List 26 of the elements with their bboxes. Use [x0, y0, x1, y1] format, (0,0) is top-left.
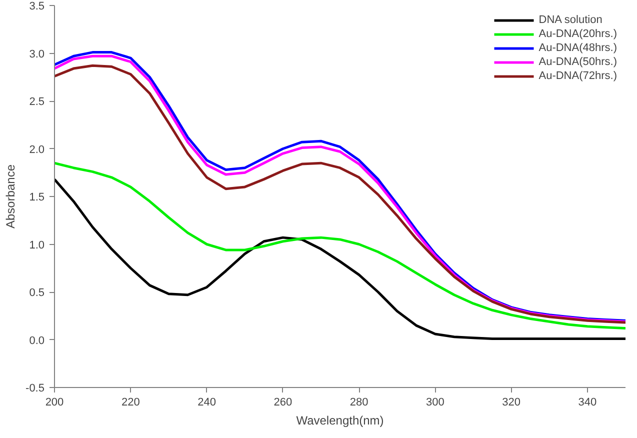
y-axis-title: Absorbance: [4, 164, 18, 229]
legend-label: Au-DNA(50hrs.): [538, 55, 617, 69]
legend-label: DNA solution: [538, 13, 602, 27]
x-tick-label: 300: [426, 396, 444, 408]
y-tick-label: -0.5: [26, 382, 45, 394]
x-tick-label: 200: [45, 396, 64, 408]
line-series: [54, 162, 626, 330]
y-tick-label: 0.5: [29, 287, 45, 299]
line-series: [54, 178, 626, 340]
x-tick-label: 280: [350, 396, 368, 408]
y-tick-label: 2.0: [29, 144, 45, 156]
y-tick-label: 2.5: [29, 96, 45, 108]
y-tick-label: 3.0: [29, 48, 45, 60]
x-tick-label: 260: [274, 396, 292, 408]
x-tick-label: 340: [578, 396, 597, 408]
y-tick-label: 3.5: [29, 0, 45, 12]
legend-label: Au-DNA(72hrs.): [538, 69, 617, 83]
legend-label: Au-DNA(48hrs.): [538, 41, 617, 55]
x-tick-label: 240: [198, 396, 216, 408]
y-tick-label: 1.0: [29, 239, 45, 252]
x-tick-label: 220: [121, 396, 140, 408]
x-axis-title: Wavelength(nm): [296, 414, 384, 428]
y-tick-label: 1.5: [29, 192, 45, 204]
legend-label: Au-DNA(20hrs.): [538, 27, 617, 41]
y-tick-label: 0.0: [29, 334, 45, 347]
x-tick-label: 320: [502, 396, 520, 408]
